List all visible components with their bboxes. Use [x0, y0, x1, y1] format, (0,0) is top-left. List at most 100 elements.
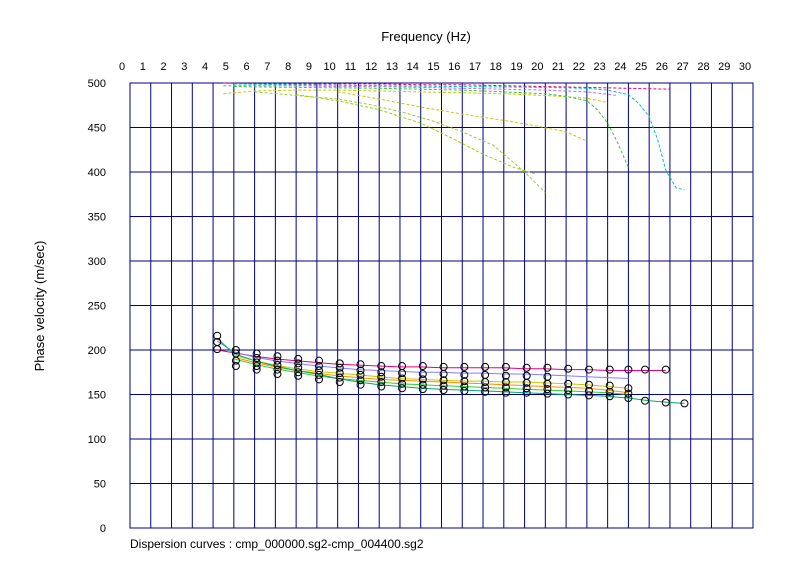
picked-point — [231, 356, 240, 365]
picked-point — [501, 383, 510, 392]
picked-point — [564, 364, 573, 373]
picked-point — [213, 331, 222, 340]
picked-point — [231, 346, 240, 354]
picked-point — [377, 362, 386, 371]
picked-point — [460, 386, 469, 395]
picked-point — [314, 370, 323, 379]
y-tick-label: 350 — [88, 212, 106, 224]
x-tick-label: 9 — [306, 61, 312, 73]
chart-caption: Dispersion curves : cmp_000000.sg2-cmp_0… — [130, 537, 424, 551]
picked-point — [605, 365, 614, 374]
x-tick-label: 0 — [119, 61, 125, 73]
x-tick-label: 17 — [469, 61, 481, 73]
picked-point — [641, 365, 650, 374]
x-tick-label: 4 — [202, 61, 208, 73]
x-tick-label: 25 — [635, 61, 647, 73]
picked-point — [418, 370, 427, 379]
x-tick-label: 16 — [448, 61, 460, 73]
x-tick-label: 18 — [490, 61, 502, 73]
picked-point — [522, 388, 531, 397]
picked-point — [418, 362, 427, 371]
picked-point — [314, 356, 323, 365]
picked-point — [294, 363, 303, 372]
picked-point — [624, 389, 633, 398]
picked-point — [398, 384, 407, 393]
picked-point — [335, 363, 344, 372]
picked-point — [335, 359, 344, 368]
y-tick-label: 150 — [88, 390, 106, 402]
picked-point — [543, 389, 552, 398]
picked-points — [213, 331, 689, 408]
picked-point — [501, 378, 510, 387]
picked-point — [252, 362, 261, 371]
picked-point — [605, 387, 614, 396]
picked-point — [481, 362, 490, 371]
picked-point — [584, 391, 593, 400]
picked-point — [418, 385, 427, 394]
picked-point — [661, 398, 670, 407]
picked-point — [543, 385, 552, 394]
picked-point — [398, 369, 407, 378]
x-tick-label: 27 — [677, 61, 689, 73]
plot-frame — [129, 82, 754, 529]
picked-point — [439, 386, 448, 395]
higher-mode-curve — [233, 83, 685, 191]
picked-point — [460, 362, 469, 371]
x-tick-label: 26 — [656, 61, 668, 73]
picked-point — [584, 386, 593, 395]
picked-point — [377, 378, 386, 387]
picked-point — [335, 378, 344, 387]
picked-point — [501, 388, 510, 397]
picked-point — [314, 362, 323, 371]
x-tick-label: 23 — [594, 61, 606, 73]
higher-mode-curve — [296, 94, 536, 175]
picked-point — [273, 361, 282, 370]
picked-point — [624, 365, 633, 374]
picked-point — [522, 363, 531, 372]
picked-point — [398, 379, 407, 388]
picked-point — [273, 370, 282, 379]
dispersion-curve — [216, 340, 629, 379]
y-tick-label: 300 — [88, 256, 106, 268]
picked-point — [314, 375, 323, 384]
picked-point — [624, 384, 633, 393]
picked-point — [398, 374, 407, 383]
higher-mode-curve — [223, 89, 608, 104]
picked-point — [356, 376, 365, 385]
picked-point — [252, 349, 261, 358]
picked-point — [439, 381, 448, 390]
picked-point — [661, 365, 670, 374]
picked-point — [335, 373, 344, 382]
picked-point — [564, 379, 573, 388]
x-tick-label: 10 — [324, 61, 336, 73]
picked-point — [377, 372, 386, 381]
picked-point — [252, 354, 261, 363]
picked-point — [314, 366, 323, 375]
y-tick-labels: 0 50 100 150 200 250 300 350 400 450 500 — [88, 78, 106, 535]
picked-point — [377, 368, 386, 377]
picked-point — [294, 359, 303, 368]
y-tick-label: 500 — [88, 78, 106, 90]
picked-point — [680, 399, 689, 408]
x-tick-label: 7 — [264, 61, 270, 73]
x-tick-label: 14 — [407, 61, 419, 73]
higher-mode-curve — [233, 86, 629, 168]
picked-point — [273, 356, 282, 365]
picked-point — [418, 380, 427, 389]
picked-point — [294, 368, 303, 377]
picked-point — [335, 369, 344, 378]
y-axis-title: Phase velocity (m/sec) — [32, 241, 47, 372]
y-tick-label: 400 — [88, 167, 106, 179]
picked-point — [356, 366, 365, 375]
y-tick-label: 50 — [94, 479, 106, 491]
x-tick-label: 1 — [140, 61, 146, 73]
y-tick-label: 100 — [88, 434, 106, 446]
x-tick-label: 11 — [345, 61, 356, 73]
picked-point — [481, 387, 490, 396]
x-tick-label: 2 — [160, 61, 166, 73]
y-tick-label: 450 — [88, 123, 106, 135]
x-tick-label: 5 — [223, 61, 229, 73]
picked-point — [460, 370, 469, 379]
higher-mode-curve — [223, 82, 670, 90]
picked-point — [624, 394, 633, 403]
